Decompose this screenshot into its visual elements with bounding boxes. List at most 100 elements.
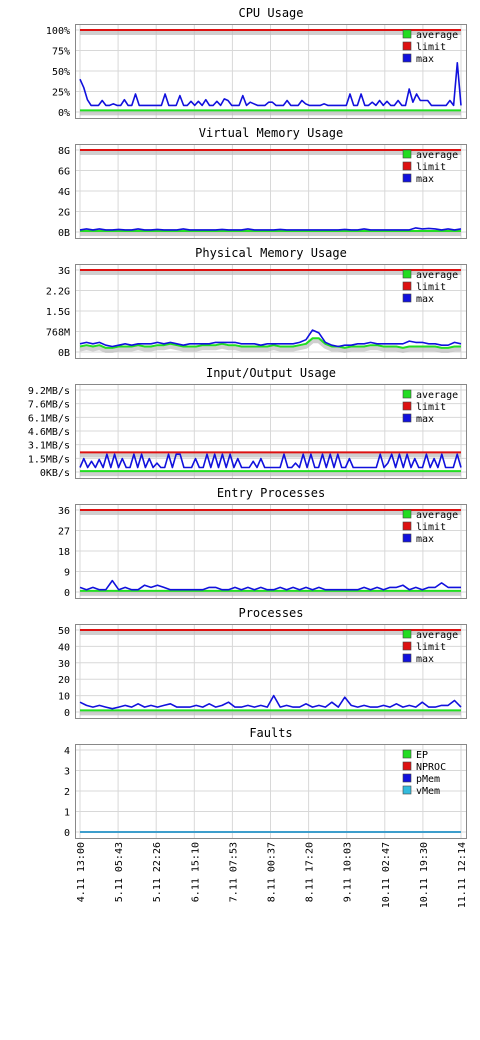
legend-label: max: [416, 174, 434, 185]
legend-swatch-max: [402, 533, 412, 543]
legend-swatch-pmem: [402, 773, 412, 783]
y-tick-label: 0: [64, 588, 70, 599]
series-line-max: [79, 227, 462, 231]
legend-swatch-limit: [402, 41, 412, 51]
legend-label: max: [416, 294, 434, 305]
x-tick-label: 9.11 10:03: [343, 842, 354, 902]
y-tick-label: 8G: [58, 146, 70, 157]
legend-swatch-average: [402, 149, 412, 159]
series-line-max: [79, 694, 462, 710]
legend-label: limit: [416, 42, 446, 53]
y-tick-label: 6.1MB/s: [28, 413, 70, 424]
x-tick-label: 4.11 13:00: [76, 842, 87, 902]
y-tick-label: 2.2G: [46, 287, 70, 298]
y-tick-label: 27: [58, 527, 70, 538]
legend-swatch-limit: [402, 521, 412, 531]
y-tick-label: 768M: [46, 328, 70, 339]
legend-label: max: [416, 54, 434, 65]
y-tick-label: 6G: [58, 167, 70, 178]
legend-label: EP: [416, 750, 428, 761]
chart-title: Input/Output Usage: [206, 366, 336, 380]
chart-title: Faults: [249, 726, 292, 740]
legend-label: pMem: [416, 774, 440, 785]
legend-label: limit: [416, 162, 446, 173]
y-tick-label: 36: [58, 506, 70, 517]
chart-title: Processes: [238, 606, 303, 620]
y-tick-label: 30: [58, 659, 70, 670]
legend-label: limit: [416, 522, 446, 533]
legend-label: average: [416, 270, 458, 281]
legend-label: average: [416, 510, 458, 521]
y-tick-label: 18: [58, 547, 70, 558]
legend-swatch-limit: [402, 401, 412, 411]
legend-swatch-max: [402, 413, 412, 423]
legend-swatch-average: [402, 269, 412, 279]
legend-swatch-ep: [402, 749, 412, 759]
legend-swatch-max: [402, 53, 412, 63]
y-tick-label: 3: [64, 767, 70, 778]
y-tick-label: 1.5G: [46, 307, 70, 318]
y-tick-label: 3G: [58, 266, 70, 277]
y-tick-label: 4: [64, 746, 70, 757]
legend-swatch-nproc: [402, 761, 412, 771]
y-tick-label: 40: [58, 642, 70, 653]
x-tick-label: 10.11 02:47: [381, 842, 392, 908]
y-tick-label: 3.1MB/s: [28, 441, 70, 452]
series-shadow: [79, 339, 461, 353]
y-tick-label: 9: [64, 568, 70, 579]
legend-swatch-average: [402, 29, 412, 39]
y-tick-label: 50: [58, 626, 70, 637]
y-tick-label: 0: [64, 828, 70, 839]
y-tick-label: 2G: [58, 208, 70, 219]
legend-swatch-vmem: [402, 785, 412, 795]
legend-swatch-max: [402, 293, 412, 303]
chart-title: Virtual Memory Usage: [199, 126, 344, 140]
y-tick-label: 0KB/s: [40, 468, 70, 479]
x-tick-label: 10.11 19:30: [419, 842, 430, 908]
y-tick-label: 0B: [58, 228, 70, 239]
legend-label: limit: [416, 642, 446, 653]
legend-swatch-max: [402, 173, 412, 183]
series-line-max: [79, 453, 462, 469]
legend-label: vMem: [416, 786, 440, 797]
legend-label: average: [416, 630, 458, 641]
y-tick-label: 75%: [52, 47, 70, 58]
y-tick-label: 1.5MB/s: [28, 454, 70, 465]
legend-swatch-limit: [402, 161, 412, 171]
x-tick-label: 8.11 00:37: [267, 842, 278, 902]
x-tick-label: 7.11 07:53: [228, 842, 239, 902]
chart-title: Entry Processes: [217, 486, 325, 500]
series-line-max: [79, 61, 462, 107]
legend-label: max: [416, 534, 434, 545]
legend-label: max: [416, 654, 434, 665]
chart-title: CPU Usage: [238, 6, 303, 20]
y-tick-label: 50%: [52, 67, 70, 78]
legend-label: max: [416, 414, 434, 425]
y-tick-label: 20: [58, 675, 70, 686]
legend-swatch-average: [402, 389, 412, 399]
y-tick-label: 25%: [52, 88, 70, 99]
y-tick-label: 10: [58, 692, 70, 703]
y-tick-label: 2: [64, 787, 70, 798]
y-tick-label: 9.2MB/s: [28, 386, 70, 397]
chart-3: Input/Output Usage 9.2MB/s 7.6MB/s 6.1MB/s 4…: [28, 366, 467, 479]
legend-swatch-max: [402, 653, 412, 663]
x-tick-label: 6.11 15:10: [190, 842, 201, 902]
chart-1: Virtual Memory Usage 8G 6G 4G 2G 0B averagelim…: [58, 126, 467, 239]
legend-label: limit: [416, 402, 446, 413]
x-tick-label: 11.11 12:14: [457, 842, 468, 908]
legend-label: average: [416, 390, 458, 401]
y-tick-label: 7.6MB/s: [28, 400, 70, 411]
x-tick-label: 5.11 22:26: [152, 842, 163, 902]
legend-swatch-limit: [402, 641, 412, 651]
series-line-max: [79, 329, 462, 348]
